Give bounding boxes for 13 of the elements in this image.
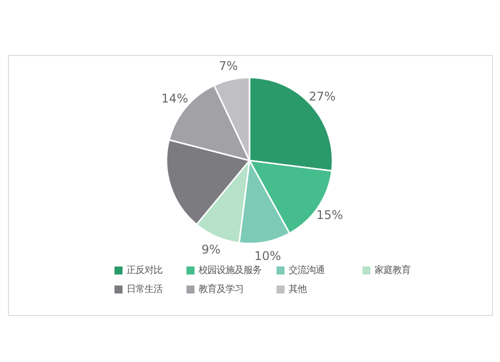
legend-label: 校园设施及服务 xyxy=(198,265,262,276)
legend-label: 日常生活 xyxy=(126,284,162,295)
data-label: 9% xyxy=(201,242,221,257)
legend-label: 家庭教育 xyxy=(374,265,410,276)
data-label: 7% xyxy=(218,58,238,73)
data-label: 10% xyxy=(254,248,282,263)
data-label: 15% xyxy=(316,208,344,222)
legend-label: 其他 xyxy=(288,284,306,295)
data-label: 14% xyxy=(161,92,188,106)
data-label: 27% xyxy=(308,89,336,104)
legend-label: 正反对比 xyxy=(126,265,162,276)
legend-label: 交流沟通 xyxy=(288,265,324,276)
legend-label: 教育及学习 xyxy=(198,284,244,295)
